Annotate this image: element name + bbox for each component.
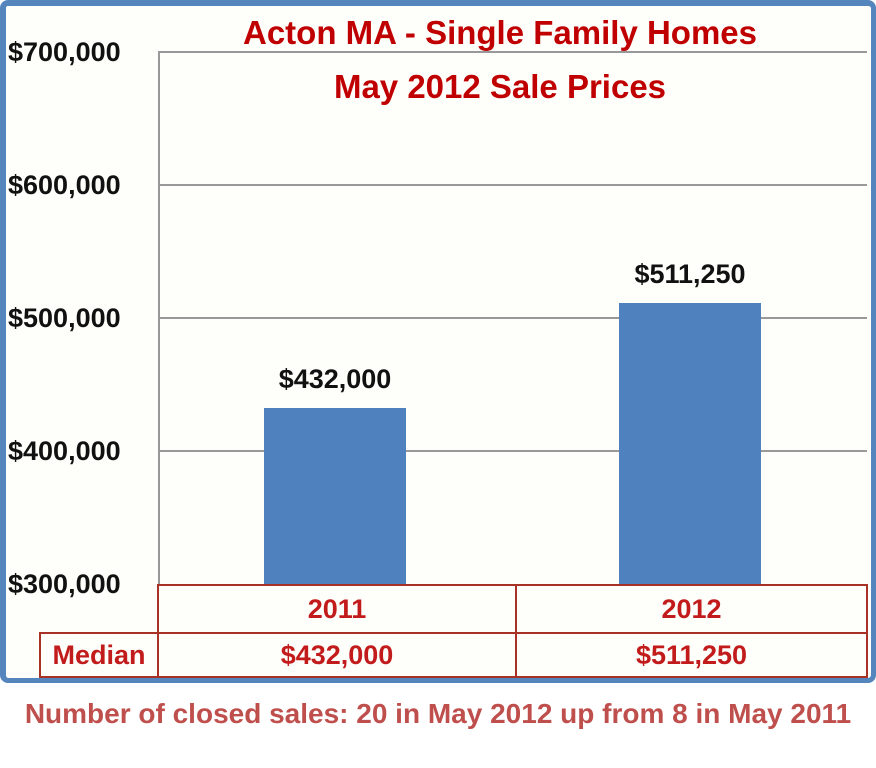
table-header-year-2011: 2011 <box>157 584 517 634</box>
bar-value-label-2012: $511,250 <box>634 259 746 289</box>
table-row-header-median: Median <box>39 632 159 678</box>
bar-value-label-2011: $432,000 <box>278 364 392 394</box>
table-cell-median-2011: $432,000 <box>157 632 517 678</box>
closed-sales-caption: Number of closed sales: 20 in May 2012 u… <box>24 698 852 729</box>
table-header-year-2012: 2012 <box>515 584 868 634</box>
gridline-400000 <box>158 450 867 452</box>
gridline-600000 <box>158 184 867 186</box>
y-axis-tick-label: $300,000 <box>8 569 121 599</box>
y-axis-tick-label: $600,000 <box>8 170 121 200</box>
y-axis-tick-label: $700,000 <box>8 37 121 67</box>
gridline-500000 <box>158 317 867 319</box>
gridline-700000 <box>158 51 867 53</box>
y-axis-tick-label: $400,000 <box>8 436 121 466</box>
chart-title-line1: Acton MA - Single Family Homes <box>242 14 757 51</box>
bar-2011 <box>264 408 406 584</box>
y-axis-tick-label: $500,000 <box>8 303 121 333</box>
bar-2012 <box>619 303 761 584</box>
table-cell-median-2012: $511,250 <box>515 632 868 678</box>
chart-title-line2: May 2012 Sale Prices <box>333 68 667 105</box>
y-axis-line <box>158 52 160 584</box>
